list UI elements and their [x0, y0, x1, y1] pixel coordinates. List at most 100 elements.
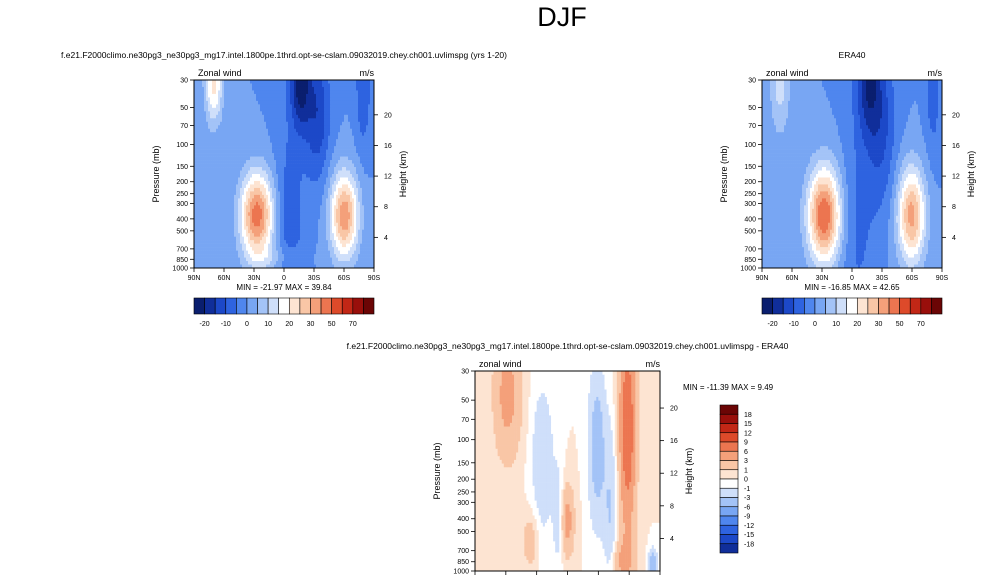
contour-cell	[370, 219, 373, 224]
contour-cell	[294, 97, 297, 102]
contour-cell	[314, 215, 317, 220]
contour-cell	[202, 264, 205, 269]
contour-cell	[198, 194, 201, 199]
contour-cell	[202, 215, 205, 220]
contour-cell	[216, 194, 219, 199]
contour-cell	[216, 90, 219, 95]
contour-cell	[344, 93, 347, 98]
contour-cell	[286, 191, 289, 196]
contour-cell	[328, 180, 331, 185]
contour-cell	[260, 233, 263, 237]
contour-cell	[360, 194, 363, 199]
contour-cell	[214, 187, 217, 192]
contour-cell	[314, 261, 317, 265]
contour-cell	[354, 167, 357, 171]
contour-cell	[294, 226, 297, 230]
contour-cell	[358, 233, 361, 237]
contour-cell	[252, 142, 255, 147]
contour-cell	[354, 128, 357, 133]
contour-cell	[194, 128, 197, 133]
contour-cell	[222, 153, 225, 157]
contour-cell	[286, 174, 289, 178]
contour-cell	[262, 83, 265, 88]
contour-cell	[200, 132, 203, 136]
contour-cell	[226, 191, 229, 196]
contour-cell	[210, 236, 213, 241]
contour-cell	[330, 250, 333, 255]
contour-cell	[282, 219, 285, 224]
contour-cell	[280, 208, 283, 213]
contour-cell	[328, 100, 331, 105]
contour-cell	[212, 104, 215, 109]
contour-cell	[318, 264, 321, 269]
contour-cell	[296, 128, 299, 133]
contour-cell	[318, 111, 321, 116]
contour-cell	[342, 212, 345, 217]
contour-cell	[310, 80, 313, 84]
contour-cell	[314, 222, 317, 227]
contour-cell	[288, 160, 291, 164]
contour-cell	[274, 243, 277, 248]
contour-cell	[318, 180, 321, 185]
contour-cell	[356, 194, 359, 199]
contour-cell	[210, 170, 213, 175]
contour-cell	[240, 114, 243, 119]
contour-cell	[256, 226, 259, 230]
contour-cell	[278, 86, 281, 91]
contour-cell	[234, 194, 237, 199]
contour-cell	[202, 146, 205, 150]
contour-cell	[240, 153, 243, 157]
contour-cell	[308, 90, 311, 95]
contour-cell	[296, 114, 299, 119]
contour-cell	[246, 86, 249, 91]
contour-cell	[364, 250, 367, 255]
contour-cell	[210, 93, 213, 98]
contour-cell	[340, 180, 343, 185]
contour-cell	[218, 201, 221, 206]
contour-cell	[194, 90, 197, 95]
contour-cell	[346, 107, 349, 112]
contour-cell	[334, 180, 337, 185]
contour-cell	[362, 163, 365, 168]
contour-cell	[324, 257, 327, 262]
contour-cell	[330, 104, 333, 109]
contour-cell	[226, 97, 229, 102]
contour-cell	[298, 111, 301, 116]
contour-cell	[232, 261, 235, 265]
contour-cell	[218, 97, 221, 102]
contour-cell	[322, 170, 325, 175]
contour-cell	[292, 104, 295, 109]
contour-cell	[202, 247, 205, 251]
contour-cell	[246, 194, 249, 199]
contour-cell	[322, 212, 325, 217]
contour-cell	[284, 243, 287, 248]
contour-cell	[362, 205, 365, 210]
contour-cell	[278, 229, 281, 234]
contour-cell	[220, 135, 223, 140]
contour-cell	[244, 128, 247, 133]
contour-cell	[308, 107, 311, 112]
contour-cell	[328, 114, 331, 119]
contour-cell	[248, 236, 251, 241]
contour-cell	[226, 229, 229, 234]
contour-cell	[284, 226, 287, 230]
contour-cell	[344, 83, 347, 88]
contour-cell	[198, 222, 201, 227]
contour-cell	[296, 142, 299, 147]
contour-cell	[282, 142, 285, 147]
contour-cell	[350, 149, 353, 154]
contour-cell	[316, 257, 319, 262]
contour-cell	[314, 132, 317, 136]
contour-cell	[222, 250, 225, 255]
contour-cell	[208, 212, 211, 217]
contour-cell	[280, 107, 283, 112]
contour-cell	[210, 163, 213, 168]
contour-cell	[216, 198, 219, 203]
contour-cell	[222, 229, 225, 234]
contour-cell	[246, 201, 249, 206]
contour-cell	[252, 247, 255, 251]
contour-cell	[332, 250, 335, 255]
contour-cell	[224, 233, 227, 237]
contour-cell	[350, 100, 353, 105]
contour-cell	[212, 167, 215, 171]
